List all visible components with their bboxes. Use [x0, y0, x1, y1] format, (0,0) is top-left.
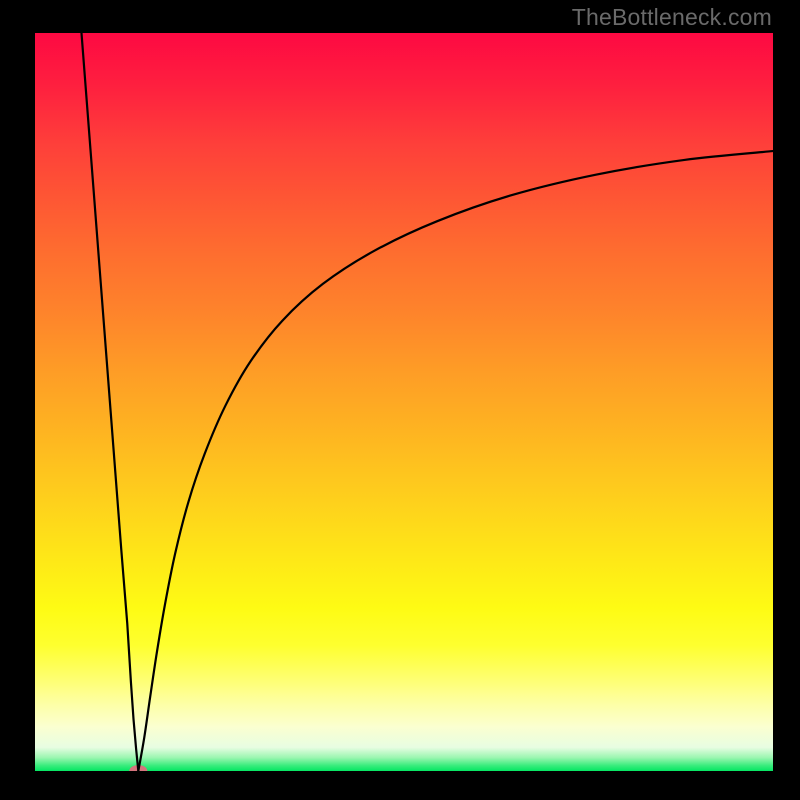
plot-area [35, 33, 773, 771]
curve-right-branch [138, 151, 773, 771]
curve-layer [35, 33, 773, 771]
chart-container: { "canvas": { "width": 800, "height": 80… [0, 0, 800, 800]
watermark-text: TheBottleneck.com [572, 4, 772, 31]
curve-left-branch [81, 33, 138, 771]
